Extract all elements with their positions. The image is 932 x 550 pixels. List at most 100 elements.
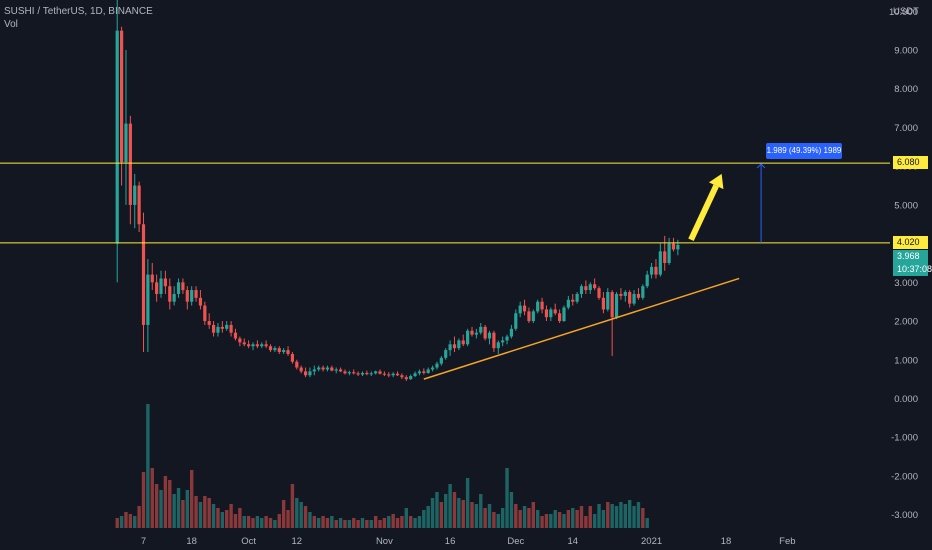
volume-bar	[430, 498, 435, 528]
volume-bar	[229, 504, 233, 528]
candle-body	[176, 282, 181, 294]
candle-body	[606, 292, 610, 310]
candle-body	[522, 305, 527, 312]
candle-body	[216, 326, 220, 333]
candle-body	[571, 299, 575, 302]
volume-bar	[211, 504, 216, 528]
candle-body	[378, 371, 382, 374]
level-4020-tag[interactable]: 4.020	[893, 236, 928, 249]
candle-body	[601, 297, 605, 310]
volume-bar	[614, 506, 619, 528]
time-tick-label: Oct	[241, 536, 256, 547]
candle-body	[369, 373, 373, 375]
volume-bar	[435, 492, 439, 528]
volume-bar	[119, 516, 124, 528]
volume-bar	[150, 468, 154, 528]
candle-body	[282, 350, 286, 353]
candle-body	[562, 307, 566, 322]
candle-body	[325, 367, 330, 370]
drawings-layer[interactable]	[0, 162, 890, 380]
volume-bar	[505, 468, 509, 528]
volume-bar	[588, 506, 592, 528]
measure-label[interactable]: 1.989 (49.39%) 1989	[766, 143, 842, 159]
volume-bar	[461, 500, 465, 528]
measure-arrowhead	[756, 163, 766, 169]
volume-bar	[444, 494, 448, 528]
volume-bar	[369, 520, 373, 528]
candle-body	[391, 373, 395, 376]
volume-bar	[159, 490, 163, 528]
candle-body	[260, 344, 264, 347]
volume-bar	[233, 514, 238, 528]
volume-bar	[356, 520, 360, 528]
level-6080-tag[interactable]: 6.080	[893, 156, 928, 169]
candle-body	[597, 288, 601, 298]
volume-bar	[163, 476, 168, 528]
time-tick-label: 14	[567, 536, 578, 547]
candle-body	[649, 266, 654, 275]
volume-bar	[352, 518, 356, 528]
candle-body	[470, 330, 474, 335]
volume-legend: Vol	[4, 19, 18, 30]
candle-body	[593, 284, 597, 289]
volume-bar	[330, 516, 334, 528]
candle-body	[120, 30, 124, 163]
candle-body	[295, 361, 299, 368]
candle-body	[382, 373, 386, 375]
volume-bar	[308, 512, 312, 528]
candle-body	[413, 373, 417, 377]
candle-body	[360, 372, 365, 375]
volume-bar	[133, 516, 137, 528]
volume-bar	[268, 518, 273, 528]
candle-body	[575, 293, 579, 302]
volume-bar	[255, 516, 260, 528]
candle-body	[610, 292, 614, 318]
candle-body	[636, 293, 641, 298]
volume-bar	[365, 520, 369, 528]
time-tick-label: 2021	[641, 536, 662, 547]
volume-bar	[623, 504, 627, 528]
candle-body	[128, 123, 132, 205]
candle-body	[553, 309, 557, 314]
candle-body	[137, 185, 141, 225]
candle-body	[518, 305, 522, 314]
arrow-head	[708, 173, 724, 190]
volume-bar	[273, 520, 277, 528]
time-axis[interactable]: 7 18 Oct 12 Nov 16 Dec 14 2021 18 Feb	[141, 536, 796, 547]
volume-bar	[264, 516, 268, 528]
volume-bar	[176, 488, 181, 528]
volume-bar	[452, 492, 457, 528]
price-tick-label: 9.000	[894, 46, 918, 57]
volume-bar	[540, 516, 544, 528]
volume-bar	[295, 498, 299, 528]
candle-body	[527, 311, 531, 322]
candle-body	[435, 363, 439, 368]
volume-bar	[544, 514, 549, 528]
price-tick-label: 3.000	[894, 278, 918, 289]
candle-body	[444, 350, 448, 358]
time-tick-label: Dec	[507, 536, 524, 547]
volume-bar	[128, 514, 133, 528]
last-price-tag: 3.968	[893, 250, 928, 263]
volume-bar	[198, 502, 203, 528]
price-tick-label: -2.000	[891, 471, 918, 482]
volume-bar	[417, 516, 422, 528]
volume-bar	[553, 510, 557, 528]
volume-bar	[448, 484, 452, 528]
candle-body	[487, 332, 492, 339]
candle-body	[365, 372, 369, 375]
volume-bar	[246, 516, 251, 528]
candle-body	[321, 367, 325, 370]
candle-body	[352, 372, 356, 374]
volume-bar	[312, 516, 317, 528]
candle-body	[536, 301, 540, 312]
volume-bar	[562, 514, 566, 528]
candle-body	[115, 30, 119, 244]
volume-bar	[225, 510, 229, 528]
candle-body	[238, 338, 242, 343]
candle-body	[133, 185, 137, 205]
volume-bar	[632, 506, 636, 528]
time-tick-label: Feb	[779, 536, 795, 547]
candle-body	[203, 305, 207, 322]
